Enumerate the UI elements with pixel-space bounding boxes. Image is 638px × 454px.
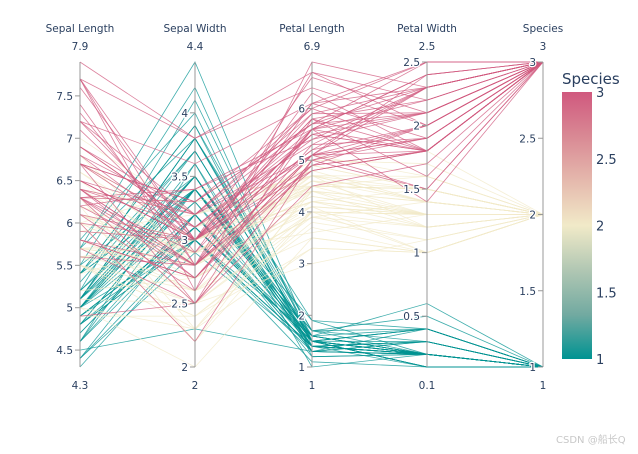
axis-min-label: 4.3	[72, 380, 89, 392]
axis-petal-width[interactable]: Petal Width 2.5 0.1 0.5 1 1.5 2 2.5	[397, 23, 457, 392]
axis-petal-length[interactable]: Petal Length 6.9 11 2 3 4 5 6	[279, 23, 344, 392]
axis-max-label: 3	[540, 41, 547, 53]
colorbar-tick-label: 3	[596, 86, 604, 101]
axis-tick-label: 6	[66, 218, 73, 230]
axis-tick-label: 2	[529, 210, 536, 222]
axis-species[interactable]: Species 3 11 1.5 2 2.5 3	[518, 23, 563, 392]
axis-tick-label: 6	[298, 104, 305, 116]
axis-title[interactable]: Petal Length	[279, 23, 344, 35]
watermark: CSDN @船长Q	[556, 435, 626, 446]
axis-title[interactable]: Petal Width	[397, 23, 457, 35]
axis-tick-label: 3	[298, 259, 305, 271]
colorbar-tick-label: 1.5	[596, 286, 617, 301]
axis-sepal-length[interactable]: Sepal Length 7.9 4.3 4.5 5 5.5 6 6.5 7 7.5	[46, 23, 115, 392]
axis-tick-label: 2.5	[519, 133, 536, 145]
axis-tick-label: 4.5	[56, 345, 73, 357]
axis-min-label: 1	[540, 380, 547, 392]
axis-tick-label: 2	[413, 121, 420, 133]
colorbar-title: Species	[562, 70, 620, 88]
axis-sepal-width[interactable]: Sepal Width 4.4 22 2.5 3 3.5 4	[164, 23, 227, 392]
axis-max-label: 4.4	[187, 41, 204, 53]
axis-tick-label: 3.5	[171, 171, 188, 183]
axis-tick-label: 2.5	[171, 298, 188, 310]
axis-tick-label: 7	[66, 133, 73, 145]
axis-min-label: 1	[309, 380, 316, 392]
axis-tick-label: 5	[298, 155, 305, 167]
axis-tick-label: 1	[298, 362, 305, 374]
axis-tick-label: 4	[181, 108, 188, 120]
axis-tick-label: 1.5	[403, 184, 420, 196]
colorbar-tick-label: 1	[596, 353, 604, 368]
axis-tick-label: 5	[66, 303, 73, 315]
axis-tick-label: 2.5	[403, 57, 420, 69]
axis-tick-label: 6.5	[56, 176, 73, 188]
colorbar: Species 1 1.5 2 2.5 3	[562, 70, 620, 368]
axis-max-label: 6.9	[304, 41, 321, 53]
colorbar-tick-label: 2.5	[596, 153, 617, 168]
axis-max-label: 2.5	[419, 41, 436, 53]
axis-tick-label: 4	[298, 207, 305, 219]
axis-tick-label: 1	[529, 362, 536, 374]
axis-tick-label: 0.5	[403, 311, 420, 323]
axis-title[interactable]: Sepal Length	[46, 23, 115, 35]
axes: Sepal Length 7.9 4.3 4.5 5 5.5 6 6.5 7 7.5 Sepal W…	[46, 23, 564, 392]
axis-max-label: 7.9	[72, 41, 89, 53]
axis-tick-label: 7.5	[56, 91, 73, 103]
axis-title[interactable]: Species	[523, 23, 563, 35]
axis-tick-label: 2	[181, 362, 188, 374]
axis-tick-label: 2	[298, 310, 305, 322]
axis-title[interactable]: Sepal Width	[164, 23, 227, 35]
axis-tick-label: 3	[181, 235, 188, 247]
axis-min-label: 0.1	[419, 380, 436, 392]
axis-tick-label: 3	[529, 57, 536, 69]
axis-tick-label: 1.5	[519, 286, 536, 298]
axis-tick-label: 5.5	[56, 260, 73, 272]
colorbar-gradient	[562, 92, 592, 359]
colorbar-tick-label: 2	[596, 220, 604, 235]
axis-tick-label: 1	[413, 248, 420, 260]
axis-min-label: 2	[192, 380, 199, 392]
